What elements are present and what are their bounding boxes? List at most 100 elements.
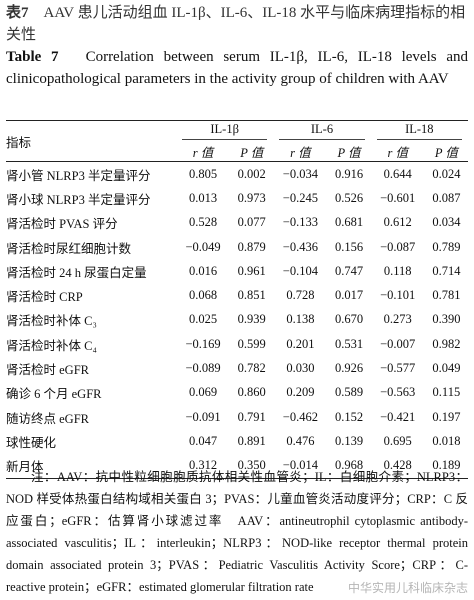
- table-row: 肾小球 NLRP3 半定量评分 0.013 0.973 −0.245 0.526 −0.6…: [6, 186, 468, 210]
- caption-label: Table 7: [6, 49, 59, 65]
- cell: −0.169: [185, 336, 221, 351]
- cell: 0.528: [188, 215, 218, 230]
- cell: 0.476: [286, 433, 315, 448]
- group-label: IL-18: [376, 122, 462, 140]
- cell: −0.089: [185, 361, 221, 376]
- cell: 0.077: [237, 215, 266, 230]
- table-row: 肾活检时 24 h 尿蛋白定量 0.016 0.961 −0.104 0.747 0.11…: [6, 259, 468, 283]
- table-row: 肾活检时 eGFR −0.089 0.782 0.030 0.926 −0.577 0.04…: [6, 356, 468, 380]
- cell: −0.091: [185, 409, 221, 424]
- cell: 0.350: [230, 453, 274, 479]
- cell: 0.018: [432, 433, 461, 448]
- group-label: IL-1β: [182, 122, 268, 140]
- table-note: 注：AAV：抗中性粒细胞胞质抗体相关性血管炎；IL：白细胞介素；NLRP3：NO…: [6, 470, 468, 594]
- cell: 0.681: [334, 215, 364, 230]
- cell: 0.599: [237, 336, 266, 351]
- cell: −0.101: [380, 288, 416, 303]
- cell: 0.612: [383, 215, 412, 230]
- table-row: 球性硬化 0.047 0.891 0.476 0.139 0.695 0.018: [6, 429, 468, 453]
- row-label: 肾活检时 24 h 尿蛋白定量: [6, 265, 147, 280]
- cell: 0.025: [188, 312, 218, 327]
- table-row: 肾活检时补体 C₄ −0.169 0.599 0.201 0.531 −0.007 0.98…: [6, 332, 468, 356]
- row-label: 肾活检时 eGFR: [6, 363, 89, 378]
- cell: 0.939: [237, 312, 266, 327]
- cell: 0.115: [432, 385, 461, 400]
- row-label: 肾活检时补体 C₄: [6, 338, 97, 353]
- cell: 0.789: [432, 239, 461, 254]
- cell: 0.016: [188, 263, 218, 278]
- cell: 0.209: [286, 385, 315, 400]
- row-label: 肾活检时补体 C₃: [6, 314, 97, 329]
- cell: 0.069: [188, 385, 218, 400]
- cell: 0.189: [424, 453, 468, 479]
- cell: 0.670: [334, 312, 364, 327]
- cell: −0.563: [380, 385, 416, 400]
- cell: −0.436: [282, 239, 318, 254]
- column-header: P 值: [327, 141, 371, 162]
- cell: 0.068: [188, 288, 218, 303]
- group-label: IL-6: [279, 122, 365, 140]
- cell: 0.201: [286, 336, 315, 351]
- cell: −0.462: [282, 409, 318, 424]
- table-row: 肾活检时尿红细胞计数 −0.049 0.879 −0.436 0.156 −0.087 0.…: [6, 235, 468, 259]
- cell: 0.714: [432, 263, 461, 278]
- cell: 0.024: [432, 166, 461, 181]
- cell: −0.577: [380, 361, 416, 376]
- row-label: 肾小管 NLRP3 半定量评分: [6, 168, 151, 183]
- column-header: r 值: [176, 141, 231, 162]
- group-header: IL-1β: [176, 120, 274, 141]
- cell: 0.139: [334, 433, 364, 448]
- cell: −0.421: [380, 409, 416, 424]
- cell: 0.312: [176, 453, 231, 479]
- row-label: 肾小球 NLRP3 半定量评分: [6, 192, 151, 207]
- cell: 0.968: [327, 453, 371, 479]
- cell: 0.916: [334, 166, 364, 181]
- cell: 0.747: [334, 263, 364, 278]
- group-header: IL-18: [370, 120, 468, 141]
- cell: −0.133: [282, 215, 318, 230]
- cell: −0.087: [380, 239, 416, 254]
- row-label: 肾活检时尿红细胞计数: [6, 241, 132, 256]
- table-row: 肾小管 NLRP3 半定量评分 0.805 0.002 −0.034 0.916 0.64…: [6, 162, 468, 187]
- row-label: 球性硬化: [6, 435, 57, 450]
- cell: 0.782: [237, 361, 266, 376]
- cell: −0.034: [282, 166, 318, 181]
- cell: 0.781: [432, 288, 461, 303]
- cell: 0.891: [237, 433, 266, 448]
- column-header: r 值: [273, 141, 328, 162]
- cell: 0.851: [237, 288, 266, 303]
- cell: −0.007: [380, 336, 416, 351]
- cell: 0.879: [237, 239, 266, 254]
- cell: 0.273: [383, 312, 412, 327]
- cell: 0.013: [188, 190, 218, 205]
- cell: −0.049: [185, 239, 221, 254]
- cell: 0.156: [334, 239, 364, 254]
- cell: 0.728: [286, 288, 315, 303]
- cell: 0.390: [432, 312, 461, 327]
- cell: −0.245: [282, 190, 318, 205]
- cell: 0.926: [334, 361, 364, 376]
- row-label: 新月体: [6, 453, 176, 479]
- cell: 0.047: [188, 433, 218, 448]
- cell: 0.531: [334, 336, 364, 351]
- cell: 0.589: [334, 385, 364, 400]
- cell: 0.118: [383, 263, 412, 278]
- cell: −0.014: [273, 453, 328, 479]
- cell: 0.428: [370, 453, 425, 479]
- table-row: 新月体 0.312 0.350 −0.014 0.968 0.428 0.189: [6, 453, 468, 479]
- row-label: 肾活检时 CRP: [6, 290, 83, 305]
- cell: 0.138: [286, 312, 315, 327]
- cell: 0.982: [432, 336, 461, 351]
- group-header: IL-6: [273, 120, 371, 141]
- cell: 0.644: [383, 166, 412, 181]
- cell: 0.030: [286, 361, 315, 376]
- cell: 0.197: [432, 409, 461, 424]
- table-row: 确诊 6 个月 eGFR 0.069 0.860 0.209 0.589 −0.563 0.…: [6, 381, 468, 405]
- caption-text: AAV 患儿活动组血 IL-1β、IL-6、IL-18 水平与临床病理指标的相关…: [6, 5, 466, 43]
- column-header: r 值: [370, 141, 425, 162]
- caption-label: 表7: [6, 5, 29, 21]
- row-label: 肾活检时 PVAS 评分: [6, 217, 118, 232]
- cell: 0.034: [432, 215, 461, 230]
- watermark: 中华实用儿科临床杂志: [347, 581, 468, 595]
